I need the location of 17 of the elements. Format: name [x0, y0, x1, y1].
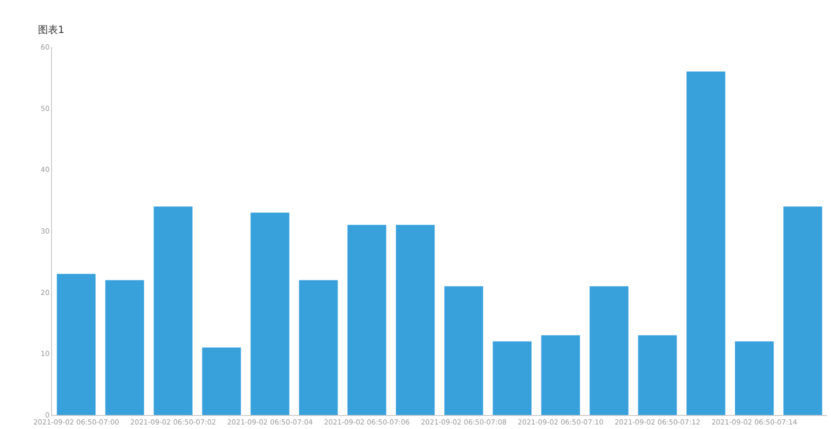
bar [444, 286, 484, 415]
chart-title: 图表1 [38, 24, 64, 36]
bar [299, 280, 338, 415]
bar [396, 224, 435, 415]
bar [56, 274, 96, 415]
bar [105, 280, 144, 415]
bar [541, 335, 580, 415]
bar [734, 341, 774, 415]
bar [154, 206, 192, 415]
bar [347, 224, 386, 415]
bar [783, 206, 822, 415]
bar [590, 286, 628, 415]
bar [492, 341, 532, 415]
bar [202, 348, 241, 415]
bar [638, 335, 677, 415]
bar [250, 212, 290, 415]
bar [686, 72, 726, 415]
